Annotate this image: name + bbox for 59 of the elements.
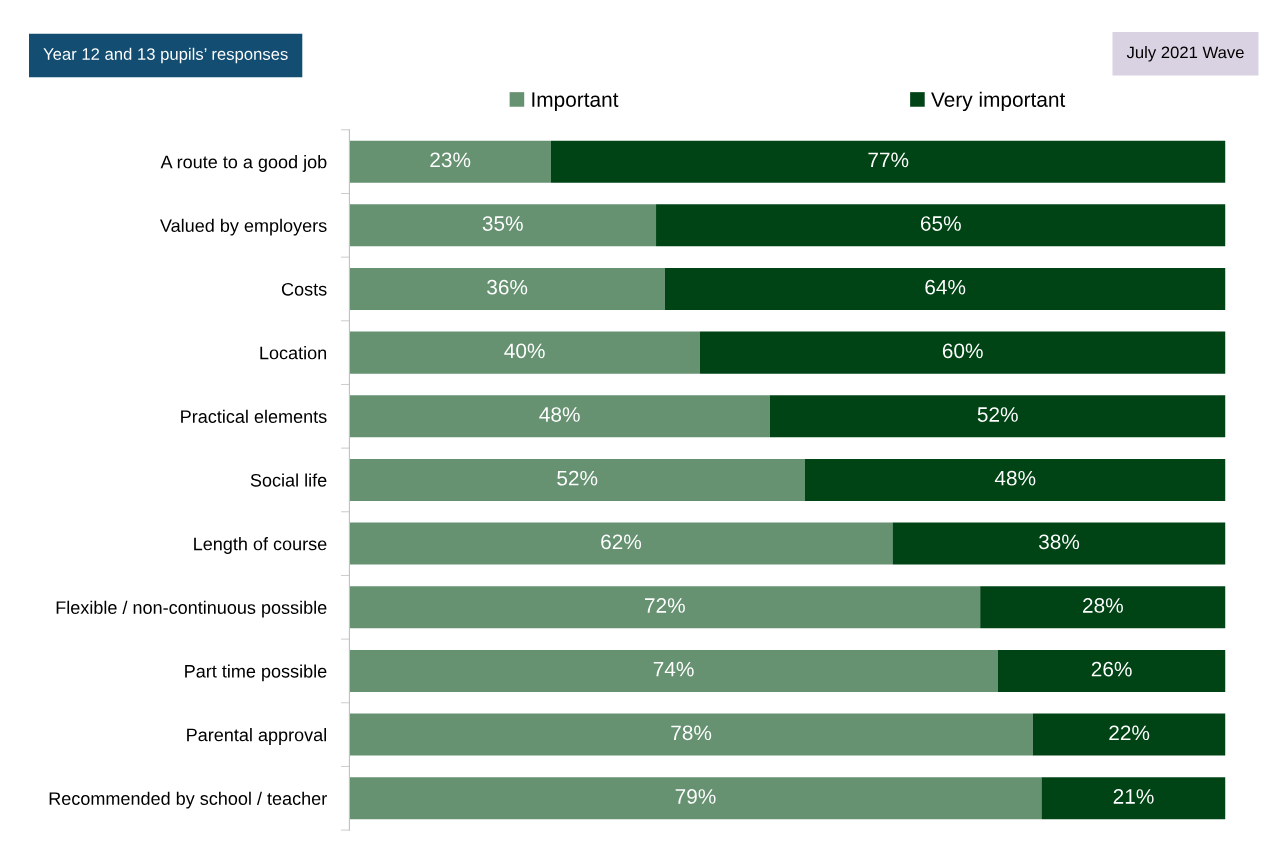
text: Year 12 and 13 pupils’ responses <box>43 47 288 64</box>
data-label: 21% <box>1113 789 1154 804</box>
bar <box>997 649 1226 692</box>
data-label: 77% <box>868 152 909 168</box>
bar <box>349 458 805 501</box>
data-label: 40% <box>504 343 545 359</box>
y-tick-label: Costs <box>281 282 327 296</box>
data-label: 28% <box>1083 598 1123 613</box>
data-label: 22% <box>1109 725 1150 741</box>
y-tick-label: Parental approval <box>187 728 326 745</box>
bar <box>1032 713 1226 756</box>
text: July 2021 Wave <box>1126 46 1244 62</box>
data-label: 38% <box>1038 534 1080 550</box>
bar <box>349 331 700 374</box>
bar <box>349 204 657 247</box>
bar <box>349 713 1033 756</box>
bar <box>349 777 1042 820</box>
bar <box>349 586 981 629</box>
data-label: 36% <box>487 279 528 295</box>
bar <box>892 522 1226 565</box>
data-label: 65% <box>920 216 961 231</box>
bar <box>656 204 1226 247</box>
bar <box>1041 777 1226 820</box>
data-label: 26% <box>1091 661 1132 677</box>
legend-label: Very important <box>931 91 1066 112</box>
bar <box>699 331 1226 374</box>
data-label: 48% <box>539 407 580 422</box>
bar <box>349 649 998 692</box>
data-label: 60% <box>942 343 983 359</box>
bar <box>349 395 770 438</box>
bar <box>349 267 665 310</box>
bar <box>349 140 551 183</box>
bar <box>550 140 1226 183</box>
data-label: 78% <box>671 725 712 741</box>
data-label: 52% <box>977 407 1018 422</box>
bar <box>664 267 1226 310</box>
y-tick-label: Social life <box>250 473 327 487</box>
data-label: 64% <box>925 279 966 295</box>
y-tick-label: A route to a good job <box>160 155 327 172</box>
data-label: 48% <box>994 470 1036 486</box>
data-label: 79% <box>675 789 716 804</box>
data-label: 52% <box>557 470 598 486</box>
data-label: 72% <box>645 598 685 613</box>
data-label: 35% <box>482 216 523 231</box>
bar <box>769 395 1226 438</box>
y-tick-label: Practical elements <box>181 409 327 424</box>
legend-label: Important <box>532 92 619 112</box>
y-tick-label: Flexible / non-continuous possible <box>56 600 327 618</box>
bar <box>349 522 893 565</box>
bar <box>804 458 1226 501</box>
y-tick-label: Length of course <box>194 537 327 554</box>
y-tick-label: Part time possible <box>185 664 327 682</box>
bar <box>980 586 1226 629</box>
data-label: 62% <box>601 534 642 550</box>
data-label: 74% <box>653 661 694 677</box>
y-tick-label: Location <box>260 346 327 360</box>
data-label: 23% <box>430 152 471 168</box>
y-tick-label: Recommended by school / teacher <box>49 791 327 809</box>
y-tick-label: Valued by employers <box>160 218 327 236</box>
